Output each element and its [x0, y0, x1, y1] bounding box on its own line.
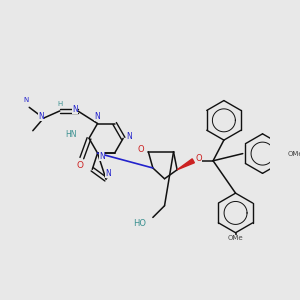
Text: N: N	[72, 105, 78, 114]
Text: O: O	[76, 161, 83, 170]
Text: HO: HO	[133, 219, 146, 228]
Text: N: N	[23, 97, 28, 103]
Text: OMe: OMe	[228, 235, 243, 241]
Text: N: N	[105, 169, 111, 178]
Text: N: N	[127, 132, 132, 141]
Text: HN: HN	[65, 130, 76, 139]
Text: O: O	[195, 154, 202, 164]
Text: H: H	[57, 101, 62, 107]
Text: OMe: OMe	[288, 151, 300, 157]
Text: N: N	[94, 112, 100, 121]
Text: N: N	[38, 112, 44, 121]
Text: O: O	[138, 145, 145, 154]
Polygon shape	[177, 159, 194, 170]
Text: N: N	[99, 152, 105, 161]
